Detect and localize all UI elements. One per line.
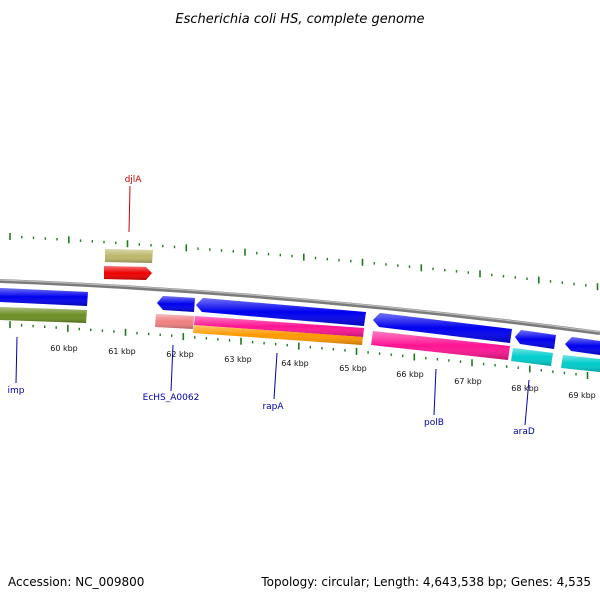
scale-labels: 60 kbp 61 kbp 62 kbp 63 kbp 64 kbp 65 kb… [50,344,596,400]
rapa-gene-arrow [196,298,366,326]
arad-gene-arrow [515,330,556,349]
gene-label-djla-text[interactable]: djlA [125,175,143,185]
polb-gene-arrow [373,313,512,343]
scale-label-68kbp: 68 kbp [511,384,539,393]
gene-arrow-right-edge [565,337,600,355]
genome-stats-text: Topology: circular; Length: 4,643,538 bp… [260,575,591,589]
orange-gene-block [193,325,363,345]
genome-backbone [0,279,600,335]
gene-label-rapa[interactable]: rapA [262,352,284,412]
forward-strand-features [104,249,153,280]
gene-arrow-small-blue [157,296,195,312]
outer-scale-ticks [9,233,599,291]
pink-gene-block [194,316,364,337]
gene-label-echs-a0062-text[interactable]: EcHS_A0062 [143,393,200,403]
scale-label-60kbp: 60 kbp [50,344,78,353]
arad-cyan-block [511,348,553,366]
gene-label-arad[interactable]: araD [513,379,535,437]
scale-label-62kbp: 62 kbp [166,350,194,359]
backbone-highlight [0,279,600,333]
scale-label-63kbp: 63 kbp [224,355,252,364]
scale-label-64kbp: 64 kbp [281,359,309,368]
scale-label-66kbp: 66 kbp [396,370,424,379]
gene-label-imp[interactable]: imp [8,336,25,396]
gene-label-echs-a0062[interactable]: EcHS_A0062 [143,344,200,403]
olive-gene-block [0,307,87,323]
map-title: Escherichia coli HS, complete genome [175,12,424,27]
gene-label-arad-text[interactable]: araD [513,427,535,437]
scale-label-65kbp: 65 kbp [339,364,367,373]
accession-text: Accession: NC_009800 [8,575,144,589]
polb-pink-block [371,331,510,360]
cyan-block-right-edge [561,355,600,372]
scale-label-69kbp: 69 kbp [568,391,596,400]
djla-gene-arrow [104,266,152,280]
gene-label-polb-text[interactable]: polB [424,418,444,428]
imp-gene-block [0,288,88,306]
reverse-strand-features [0,288,600,372]
echs-a0062-gene-block [155,314,194,329]
gene-label-rapa-text[interactable]: rapA [262,402,284,412]
gene-block-khaki [105,249,153,263]
inner-scale-ticks [9,321,589,379]
scale-label-61kbp: 61 kbp [108,347,136,356]
gene-label-djla[interactable]: djlA [125,175,143,233]
scale-label-67kbp: 67 kbp [454,377,482,386]
gene-label-imp-text[interactable]: imp [8,386,25,396]
gene-label-polb[interactable]: polB [424,368,444,428]
